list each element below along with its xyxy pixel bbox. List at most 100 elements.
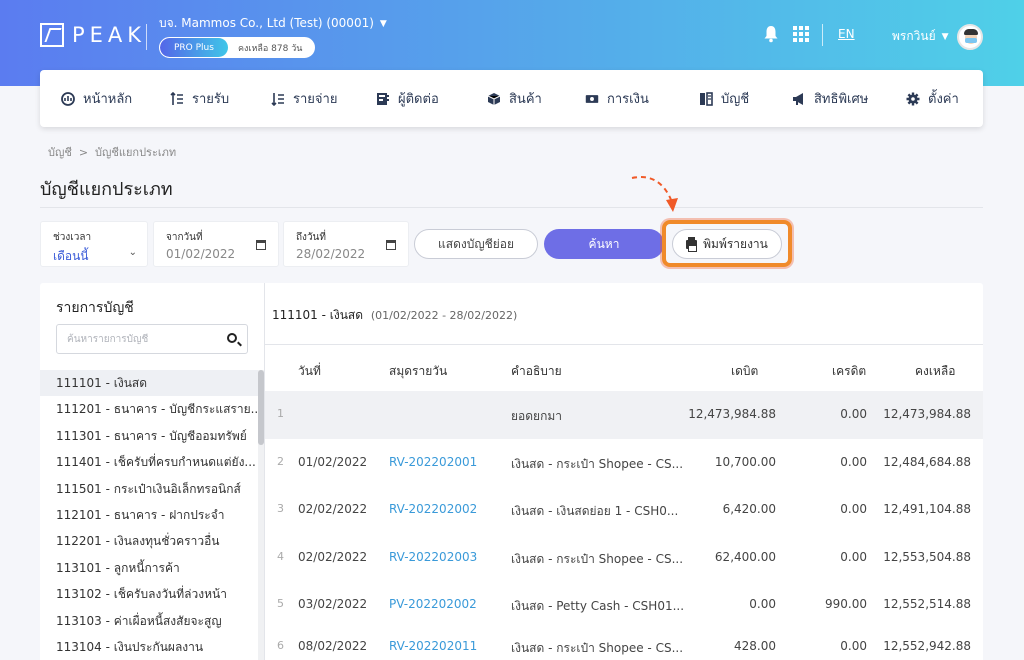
title-divider bbox=[40, 207, 983, 208]
user-menu[interactable]: พรกวินย์ ▼ bbox=[892, 27, 949, 46]
period-select[interactable]: ช่วงเวลา เดือนนี้ ⌄ bbox=[40, 221, 148, 267]
table-row[interactable]: 5 03/02/2022 PV-202202002 เงินสด - Petty… bbox=[265, 581, 983, 629]
row-journal-link[interactable]: RV-202202003 bbox=[389, 549, 478, 564]
nav-label: สินค้า bbox=[509, 92, 542, 107]
user-name: พรกวินย์ bbox=[892, 29, 936, 43]
account-item[interactable]: 111101 - เงินสด bbox=[40, 370, 258, 397]
company-switcher[interactable]: บจ. Mammos Co., Ltd (Test) (00001) ▼ bbox=[159, 14, 387, 33]
print-highlight-frame bbox=[662, 220, 792, 267]
nav-label: หน้าหลัก bbox=[83, 92, 133, 107]
nav-item-income[interactable]: รายรับ bbox=[170, 70, 229, 127]
logo-divider bbox=[146, 24, 147, 50]
apps-grid-icon[interactable] bbox=[793, 26, 809, 42]
nav-label: การเงิน bbox=[607, 92, 649, 107]
nav-item-settings[interactable]: ตั้งค่า bbox=[906, 70, 959, 127]
nav-item-accounting[interactable]: บัญชี bbox=[699, 70, 749, 127]
breadcrumb-root[interactable]: บัญชี bbox=[48, 146, 72, 159]
row-debit: 12,473,984.88 bbox=[688, 407, 776, 421]
account-item[interactable]: 111401 - เช็ครับที่ครบกำหนดแต่ยัง... bbox=[56, 455, 256, 470]
row-debit: 0.00 bbox=[749, 597, 776, 612]
column-header-balance[interactable]: คงเหลือ bbox=[915, 364, 956, 378]
account-search-input[interactable] bbox=[67, 325, 217, 353]
row-credit: 0.00 bbox=[840, 639, 867, 653]
account-item[interactable]: 113103 - ค่าเผื่อหนี้สงสัยจะสูญ bbox=[56, 613, 222, 628]
company-name: บจ. Mammos Co., Ltd (Test) (00001) bbox=[159, 16, 374, 30]
row-debit: 428.00 bbox=[734, 639, 776, 653]
row-journal-link[interactable]: PV-202202002 bbox=[389, 597, 477, 612]
product-icon bbox=[487, 92, 501, 105]
row-balance: 12,484,684.88 bbox=[883, 454, 971, 469]
nav-label: ตั้งค่า bbox=[928, 92, 959, 107]
nav-item-contacts[interactable]: ผู้ติดต่อ bbox=[376, 70, 439, 127]
row-credit: 0.00 bbox=[840, 407, 867, 421]
logo-mark-icon bbox=[40, 23, 64, 47]
column-header-date[interactable]: วันที่ bbox=[298, 364, 321, 378]
account-item[interactable]: 112101 - ธนาคาร - ฝากประจำ bbox=[56, 507, 225, 522]
table-row[interactable]: 2 01/02/2022 RV-202202001 เงินสด - กระเป… bbox=[265, 439, 983, 487]
breadcrumb-separator: > bbox=[78, 146, 89, 159]
nav-label: สิทธิพิเศษ bbox=[814, 92, 869, 107]
logo-text: PEAK bbox=[72, 23, 147, 47]
account-list: 111101 - เงินสด 111201 - ธนาคาร - บัญชีก… bbox=[40, 370, 258, 660]
row-index: 4 bbox=[277, 549, 284, 563]
table-row[interactable]: 3 02/02/2022 RV-202202002 เงินสด - เงินส… bbox=[265, 486, 983, 534]
plan-badge: PRO Plus bbox=[160, 38, 228, 57]
column-header-journal[interactable]: สมุดรายวัน bbox=[389, 364, 448, 378]
top-divider bbox=[822, 24, 823, 46]
account-item[interactable]: 113104 - เงินประกันผลงาน bbox=[56, 639, 204, 654]
row-description: เงินสด - เงินสดย่อย 1 - CSH0... bbox=[511, 504, 679, 519]
row-description: เงินสด - กระเป๋า Shopee - CS... bbox=[511, 551, 684, 566]
row-debit: 62,400.00 bbox=[714, 549, 776, 564]
calendar-icon[interactable] bbox=[386, 240, 396, 250]
row-date: 03/02/2022 bbox=[298, 597, 368, 612]
account-item[interactable]: 111201 - ธนาคาร - บัญชีกระแสราย... bbox=[56, 402, 258, 417]
search-icon[interactable] bbox=[227, 333, 237, 343]
print-report-button[interactable]: พิมพ์รายงาน bbox=[672, 229, 782, 259]
row-balance: 12,552,514.88 bbox=[883, 597, 971, 612]
row-debit: 10,700.00 bbox=[714, 454, 776, 469]
table-row[interactable]: 6 08/02/2022 RV-202202011 เงินสด - กระเป… bbox=[265, 629, 983, 660]
avatar[interactable] bbox=[957, 24, 983, 50]
nav-item-expense[interactable]: รายจ่าย bbox=[271, 70, 337, 127]
plan-pill: PRO Plus คงเหลือ 878 วัน bbox=[159, 37, 315, 58]
row-journal-link[interactable]: RV-202202002 bbox=[389, 502, 478, 517]
row-index: 3 bbox=[277, 502, 284, 516]
account-item[interactable]: 113102 - เช็ครับลงวันที่ล่วงหน้า bbox=[56, 587, 227, 602]
column-header-credit[interactable]: เครดิต bbox=[832, 364, 867, 378]
account-item[interactable]: 113101 - ลูกหนี้การค้า bbox=[56, 560, 180, 575]
nav-item-dashboard[interactable]: หน้าหลัก bbox=[61, 70, 132, 127]
row-index: 2 bbox=[277, 454, 284, 468]
column-header-description[interactable]: คำอธิบาย bbox=[511, 364, 562, 378]
accounts-panel-title: รายการบัญชี bbox=[56, 300, 134, 316]
row-credit: 0.00 bbox=[840, 549, 867, 564]
to-date-field[interactable]: ถึงวันที่ 28/02/2022 bbox=[283, 221, 409, 267]
table-row[interactable]: 4 02/02/2022 RV-202202003 เงินสด - กระเป… bbox=[265, 534, 983, 582]
row-journal-link[interactable]: RV-202202001 bbox=[389, 454, 478, 469]
row-balance: 12,552,942.88 bbox=[883, 639, 971, 653]
row-credit: 0.00 bbox=[840, 502, 867, 517]
search-button[interactable]: ค้นหา bbox=[544, 229, 664, 259]
row-index: 1 bbox=[277, 407, 284, 420]
row-journal-link[interactable]: RV-202202011 bbox=[389, 639, 478, 653]
account-list-scrollbar[interactable] bbox=[258, 370, 264, 660]
account-item[interactable]: 111501 - กระเป๋าเงินอิเล็กทรอนิกส์ bbox=[56, 481, 241, 496]
table-row[interactable]: 1 ยอดยกมา 12,473,984.88 0.00 12,473,984.… bbox=[265, 391, 983, 439]
nav-item-privileges[interactable]: สิทธิพิเศษ bbox=[792, 70, 868, 127]
nav-item-finance[interactable]: การเงิน bbox=[585, 70, 649, 127]
show-sub-accounts-button[interactable]: แสดงบัญชีย่อย bbox=[414, 229, 538, 259]
nav-item-products[interactable]: สินค้า bbox=[487, 70, 542, 127]
column-header-debit[interactable]: เดบิต bbox=[731, 364, 759, 378]
language-switch[interactable]: EN bbox=[838, 27, 855, 41]
account-list-scroll-thumb[interactable] bbox=[258, 370, 264, 445]
calendar-icon[interactable] bbox=[256, 240, 266, 250]
bell-icon[interactable] bbox=[763, 25, 779, 43]
peak-logo[interactable]: PEAK bbox=[40, 23, 146, 47]
period-label: ช่วงเวลา bbox=[53, 232, 92, 243]
from-date-field[interactable]: จากวันที่ 01/02/2022 bbox=[153, 221, 279, 267]
chevron-down-icon: ▼ bbox=[941, 31, 949, 42]
account-item[interactable]: 112201 - เงินลงทุนชั่วคราวอื่น bbox=[56, 534, 220, 549]
main-nav: หน้าหลัก รายรับ รายจ่าย ผู้ติดต่อ สินค้า… bbox=[40, 70, 983, 127]
print-report-label: พิมพ์รายงาน bbox=[703, 236, 768, 251]
row-balance: 12,553,504.88 bbox=[883, 549, 971, 564]
account-item[interactable]: 111301 - ธนาคาร - บัญชีออมทรัพย์ bbox=[56, 428, 247, 443]
